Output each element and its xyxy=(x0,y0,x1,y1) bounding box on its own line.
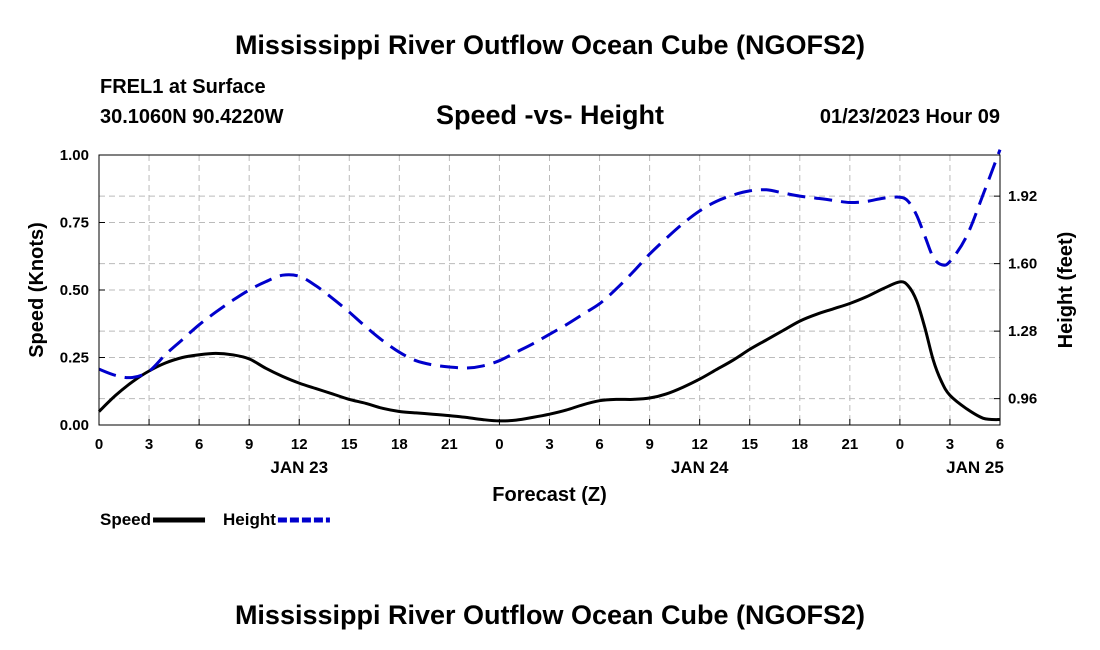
x-tick-label: 6 xyxy=(595,436,603,453)
x-tick-label: 21 xyxy=(841,436,858,453)
x-tick-label: 9 xyxy=(645,436,653,453)
legend-label-speed: Speed xyxy=(100,510,151,529)
series-line-height xyxy=(98,149,1002,380)
grid-layer xyxy=(99,154,1000,425)
x-tick-label: 0 xyxy=(896,436,904,453)
chart-subtitle: Speed -vs- Height xyxy=(435,100,665,130)
series-line-speed xyxy=(97,280,1001,423)
y-tick-label: 1.00 xyxy=(60,147,89,164)
y-tick-label: 0.50 xyxy=(60,282,89,299)
y-axis-label: Speed (Knots) xyxy=(26,222,48,358)
x-tick-label: 3 xyxy=(145,436,153,453)
station-coords: 30.1060N 90.4220W xyxy=(100,106,284,128)
date-label: JAN 24 xyxy=(671,458,729,477)
station-label: FREL1 at Surface xyxy=(100,76,266,98)
footer-title: Mississippi River Outflow Ocean Cube (NG… xyxy=(234,600,866,630)
legend: Speed Height xyxy=(100,510,330,529)
y2-tick-label: 1.28 xyxy=(1008,323,1037,340)
x-tick-label: 18 xyxy=(791,436,808,453)
x-tick-label: 6 xyxy=(996,436,1004,453)
x-tick-label: 3 xyxy=(946,436,954,453)
legend-label-height: Height xyxy=(223,510,276,529)
axes-layer: 0 3 6 9 12 15 18 21 0 3 6 9 12 15 18 21 0 3 6 JAN 23 JAN 24 J… xyxy=(60,147,1037,477)
x-tick-label: 0 xyxy=(95,436,103,453)
y-tick-label: 0.00 xyxy=(60,417,89,434)
x-tick-label: 15 xyxy=(341,436,358,453)
date-label: JAN 25 xyxy=(946,458,1004,477)
series-layer xyxy=(97,149,1002,423)
y-tick-label: 0.75 xyxy=(60,215,89,232)
x-tick-label: 18 xyxy=(391,436,408,453)
y-tick-label: 0.25 xyxy=(60,350,89,367)
x-tick-label: 15 xyxy=(741,436,758,453)
x-tick-label: 6 xyxy=(195,436,203,453)
x-tick-label: 9 xyxy=(245,436,253,453)
date-label: JAN 23 xyxy=(270,458,328,477)
y2-tick-label: 0.96 xyxy=(1008,391,1037,408)
y2-tick-label: 1.92 xyxy=(1008,188,1037,205)
x-tick-label: 12 xyxy=(291,436,308,453)
x-tick-label: 12 xyxy=(691,436,708,453)
x-tick-label: 0 xyxy=(495,436,503,453)
x-axis-label: Forecast (Z) xyxy=(492,484,606,506)
x-tick-label: 21 xyxy=(441,436,458,453)
forecast-datetime: 01/23/2023 Hour 09 xyxy=(819,106,1000,128)
main-title: Mississippi River Outflow Ocean Cube (NG… xyxy=(234,30,866,60)
y2-axis-label: Height (feet) xyxy=(1055,232,1077,349)
x-tick-label: 3 xyxy=(545,436,553,453)
y2-tick-label: 1.60 xyxy=(1008,256,1037,273)
